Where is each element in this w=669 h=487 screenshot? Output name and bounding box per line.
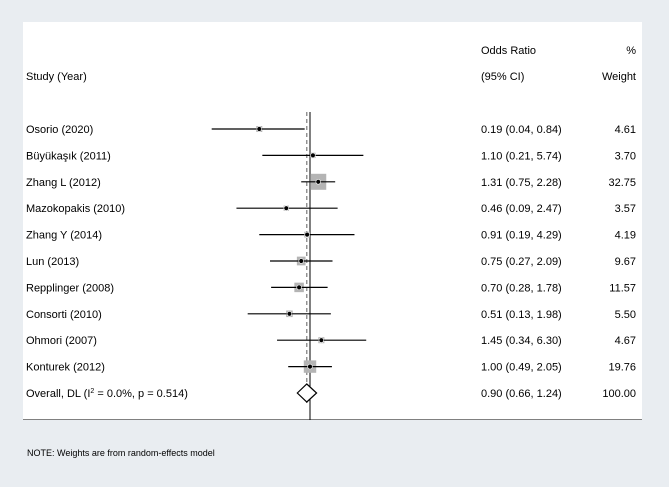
weight-text: 19.76 xyxy=(608,362,636,374)
study-row: Lun (2013) 0.75 (0.27, 2.09) 9.67 xyxy=(26,256,636,268)
weight-text: 4.61 xyxy=(615,124,636,136)
overall-label: Overall, DL (I2 = 0.0%, p = 0.514) xyxy=(26,388,188,400)
study-rows: Osorio (2020) 0.19 (0.04, 0.84) 4.61 Büyüka… xyxy=(26,124,636,374)
point-estimate xyxy=(283,205,289,211)
ci-text: 0.51 (0.13, 1.98) xyxy=(481,309,562,321)
study-label: Zhang Y (2014) xyxy=(26,230,102,242)
study-row: Konturek (2012) 1.00 (0.49, 2.05) 19.76 xyxy=(26,360,636,374)
ci-text: 1.45 (0.34, 6.30) xyxy=(481,335,562,347)
study-column-header: Study (Year) xyxy=(26,71,87,83)
study-label: Consorti (2010) xyxy=(26,309,102,321)
point-estimate xyxy=(315,179,321,185)
weight-text: 32.75 xyxy=(608,177,636,189)
study-label: Büyükaşık (2011) xyxy=(26,150,111,162)
study-label: Zhang L (2012) xyxy=(26,177,101,189)
study-row: Consorti (2010) 0.51 (0.13, 1.98) 5.50 xyxy=(26,309,636,321)
or-column-header: Odds Ratio xyxy=(481,45,536,57)
weight-text: 3.70 xyxy=(615,150,636,162)
point-estimate xyxy=(256,126,262,132)
ci-text: 1.00 (0.49, 2.05) xyxy=(481,362,562,374)
point-estimate xyxy=(307,363,313,370)
study-row: Zhang Y (2014) 0.91 (0.19, 4.29) 4.19 xyxy=(26,230,636,242)
forest-plot: Study (Year) Odds Ratio (95% CI) % Weigh… xyxy=(23,45,642,420)
overall-diamond xyxy=(296,383,318,403)
study-label: Repplinger (2008) xyxy=(26,282,114,294)
point-estimate xyxy=(296,284,302,291)
point-estimate xyxy=(310,152,316,159)
overall-ci-text: 0.90 (0.66, 1.24) xyxy=(481,388,562,400)
study-row: Ohmori (2007) 1.45 (0.34, 6.30) 4.67 xyxy=(26,335,636,347)
study-row: Mazokopakis (2010) 0.46 (0.09, 2.47) 3.57 xyxy=(26,203,636,215)
study-label: Lun (2013) xyxy=(26,256,79,268)
point-estimate xyxy=(318,337,325,343)
ci-text: 1.31 (0.75, 2.28) xyxy=(481,177,562,189)
weight-column-header: % xyxy=(626,45,636,57)
ci-text: 0.46 (0.09, 2.47) xyxy=(481,203,562,215)
point-estimate xyxy=(304,231,310,238)
study-label: Mazokopakis (2010) xyxy=(26,203,125,215)
study-row: Büyükaşık (2011) 1.10 (0.21, 5.74) 3.70 xyxy=(26,150,636,162)
overall-weight-text: 100.00 xyxy=(602,388,636,400)
ci-text: 0.19 (0.04, 0.84) xyxy=(481,124,562,136)
weights-note: NOTE: Weights are from random-effects mo… xyxy=(27,448,215,458)
study-label: Ohmori (2007) xyxy=(26,335,97,347)
weight-column-subheader: Weight xyxy=(602,71,636,83)
study-row: Repplinger (2008) 0.70 (0.28, 1.78) 11.57 xyxy=(26,282,636,294)
point-estimate xyxy=(286,311,293,317)
study-row: Osorio (2020) 0.19 (0.04, 0.84) 4.61 xyxy=(26,124,636,136)
weight-text: 3.57 xyxy=(615,203,636,215)
ci-text: 0.91 (0.19, 4.29) xyxy=(481,230,562,242)
weight-text: 4.19 xyxy=(615,230,636,242)
study-label: Osorio (2020) xyxy=(26,124,93,136)
study-label: Konturek (2012) xyxy=(26,362,105,374)
plot-panel: Study (Year) Odds Ratio (95% CI) % Weigh… xyxy=(23,22,642,420)
weight-text: 9.67 xyxy=(615,256,636,268)
weight-text: 5.50 xyxy=(615,309,636,321)
ci-text: 1.10 (0.21, 5.74) xyxy=(481,150,562,162)
ci-text: 0.75 (0.27, 2.09) xyxy=(481,256,562,268)
point-estimate xyxy=(298,258,304,264)
weight-text: 11.57 xyxy=(609,282,636,294)
or-column-subheader: (95% CI) xyxy=(481,71,524,83)
weight-text: 4.67 xyxy=(615,335,636,347)
overall-row: Overall, DL (I2 = 0.0%, p = 0.514) 0.90 (… xyxy=(26,383,636,403)
study-row: Zhang L (2012) 1.31 (0.75, 2.28) 32.75 xyxy=(26,173,636,190)
ci-text: 0.70 (0.28, 1.78) xyxy=(481,282,562,294)
